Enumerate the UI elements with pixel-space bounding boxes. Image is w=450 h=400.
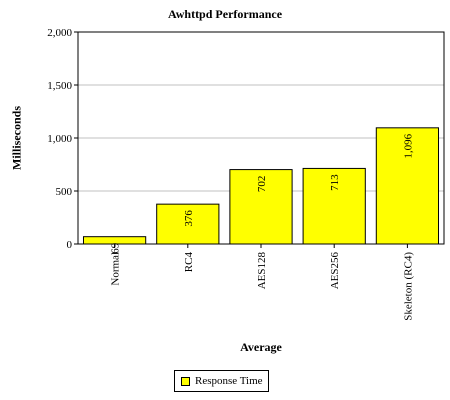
y-tick-label: 1,000 [47, 133, 72, 145]
x-tick-label: Normal [110, 252, 122, 286]
y-tick-label: 2,000 [47, 27, 72, 39]
x-tick-label: Skeleton (RC4) [402, 252, 414, 321]
x-tick-label: AES256 [329, 252, 341, 290]
x-axis-label: Average [240, 340, 282, 354]
chart-title: Awhttpd Performance [167, 7, 283, 21]
y-axis-label: Milliseconds [9, 105, 24, 171]
y-tick-label: 1,500 [47, 80, 72, 92]
value-label: 69 [110, 242, 122, 254]
value-label: 1,096 [402, 133, 414, 158]
value-label: 702 [256, 176, 268, 193]
y-tick-label: 500 [56, 186, 73, 198]
bar [156, 203, 220, 245]
x-tick-label: AES128 [256, 252, 268, 290]
y-tick-label: 0 [67, 239, 73, 251]
bars [82, 127, 440, 245]
legend-swatch [181, 376, 190, 386]
value-labels: 69 376 702 713 1,096 [110, 133, 415, 253]
value-label: 376 [183, 210, 195, 227]
bar [229, 169, 293, 245]
x-axis-ticks: Normal RC4 AES128 AES256 Skeleton (RC4) [110, 244, 414, 321]
y-axis-ticks: 0 500 1,000 1,500 2,000 [47, 27, 78, 251]
legend: Response Time [174, 370, 269, 392]
x-tick-label: RC4 [183, 252, 195, 273]
value-label: 713 [329, 174, 341, 191]
bar [302, 167, 366, 245]
legend-label: Response Time [195, 375, 263, 387]
bar [375, 127, 440, 245]
